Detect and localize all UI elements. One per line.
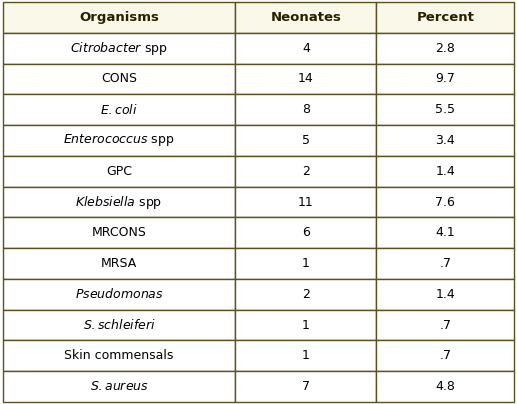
Text: 11: 11 <box>298 196 314 208</box>
Bar <box>235 341 376 371</box>
Bar <box>3 248 235 279</box>
Bar <box>376 156 514 187</box>
Text: MRCONS: MRCONS <box>92 226 146 239</box>
Bar <box>235 217 376 248</box>
Bar <box>3 310 235 341</box>
Bar <box>376 33 514 63</box>
Text: 4.1: 4.1 <box>435 226 455 239</box>
Text: .7: .7 <box>439 319 451 332</box>
Bar <box>3 125 235 156</box>
Bar <box>235 187 376 217</box>
Text: 1: 1 <box>302 349 310 362</box>
Bar <box>376 279 514 310</box>
Text: 2.8: 2.8 <box>435 42 455 55</box>
Text: CONS: CONS <box>101 72 137 85</box>
Bar <box>376 371 514 402</box>
Text: Skin commensals: Skin commensals <box>64 349 174 362</box>
Text: Neonates: Neonates <box>270 11 341 24</box>
Text: MRSA: MRSA <box>101 257 137 270</box>
Bar <box>376 310 514 341</box>
Text: .7: .7 <box>439 257 451 270</box>
Bar <box>235 156 376 187</box>
Bar <box>376 248 514 279</box>
Text: 2: 2 <box>302 165 310 178</box>
Text: 14: 14 <box>298 72 314 85</box>
Bar <box>3 94 235 125</box>
Text: $\it{E. coli}$: $\it{E. coli}$ <box>100 103 138 117</box>
Text: 8: 8 <box>302 103 310 116</box>
Bar <box>3 156 235 187</box>
Text: 5: 5 <box>302 134 310 147</box>
Text: GPC: GPC <box>106 165 132 178</box>
Bar <box>235 2 376 33</box>
Text: $\it{Citrobacter}$ spp: $\it{Citrobacter}$ spp <box>70 40 168 57</box>
Text: $\it{Enterococcus}$ spp: $\it{Enterococcus}$ spp <box>63 133 175 148</box>
Bar <box>235 279 376 310</box>
Bar <box>3 371 235 402</box>
Text: $\it{S. aureus}$: $\it{S. aureus}$ <box>89 380 148 393</box>
Text: 7.6: 7.6 <box>435 196 455 208</box>
Text: 3.4: 3.4 <box>435 134 455 147</box>
Bar <box>235 94 376 125</box>
Text: $\it{Klebsiella}$ spp: $\it{Klebsiella}$ spp <box>75 194 163 210</box>
Text: Organisms: Organisms <box>79 11 159 24</box>
Bar <box>235 33 376 63</box>
Text: 4.8: 4.8 <box>435 380 455 393</box>
Bar <box>3 187 235 217</box>
Bar <box>235 371 376 402</box>
Bar <box>376 341 514 371</box>
Bar <box>376 125 514 156</box>
Bar <box>3 217 235 248</box>
Bar <box>3 63 235 94</box>
Bar <box>3 341 235 371</box>
Bar <box>3 2 235 33</box>
Text: 7: 7 <box>302 380 310 393</box>
Bar <box>376 63 514 94</box>
Bar <box>376 2 514 33</box>
Text: 1.4: 1.4 <box>435 165 455 178</box>
Bar <box>3 33 235 63</box>
Bar <box>235 125 376 156</box>
Text: $\it{Pseudomonas}$: $\it{Pseudomonas}$ <box>74 287 163 301</box>
Text: 9.7: 9.7 <box>435 72 455 85</box>
Bar <box>376 187 514 217</box>
Text: 2: 2 <box>302 288 310 301</box>
Bar <box>235 248 376 279</box>
Bar <box>3 279 235 310</box>
Text: 4: 4 <box>302 42 310 55</box>
Text: 1: 1 <box>302 319 310 332</box>
Text: 1: 1 <box>302 257 310 270</box>
Text: 5.5: 5.5 <box>435 103 455 116</box>
Text: $\it{S. schleiferi}$: $\it{S. schleiferi}$ <box>83 318 156 332</box>
Text: 6: 6 <box>302 226 310 239</box>
Text: Percent: Percent <box>416 11 474 24</box>
Bar <box>376 217 514 248</box>
Text: .7: .7 <box>439 349 451 362</box>
Bar <box>376 94 514 125</box>
Bar <box>235 310 376 341</box>
Text: 1.4: 1.4 <box>435 288 455 301</box>
Bar <box>235 63 376 94</box>
